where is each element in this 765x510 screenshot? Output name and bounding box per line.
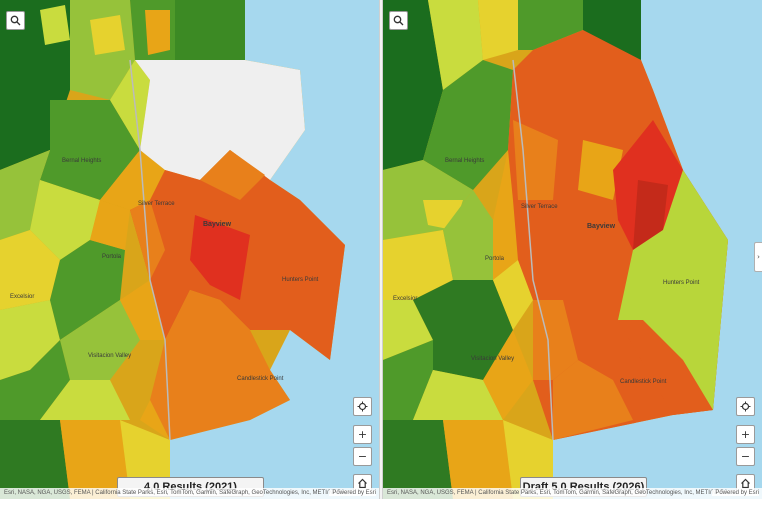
attribution-text: Esri, NASA, NGA, USGS, FEMA | California…	[4, 490, 354, 496]
locate-button[interactable]	[353, 397, 372, 416]
label-bernal-heights: Bernal Heights	[445, 158, 484, 164]
tract	[533, 300, 578, 380]
tract	[513, 120, 558, 200]
powered-by-esri[interactable]: Powered by Esri	[712, 490, 759, 496]
label-bayview: Bayview	[203, 221, 232, 228]
label-bernal-heights: Bernal Heights	[62, 158, 101, 164]
tract	[90, 15, 125, 55]
tract	[175, 0, 245, 60]
tract	[443, 420, 513, 499]
tract	[200, 150, 265, 200]
tract	[383, 420, 453, 499]
locate-icon	[357, 401, 368, 412]
attribution-bar: Esri, NASA, NGA, USGS, FEMA | California…	[383, 488, 762, 499]
tract	[443, 190, 493, 280]
tract	[383, 230, 453, 300]
label-candlestick-point: Candlestick Point	[237, 376, 284, 382]
home-icon	[358, 478, 367, 489]
powered-by-esri[interactable]: Powered by Esri	[329, 490, 376, 496]
panel-toggle-button[interactable]: ›	[754, 242, 762, 272]
search-icon	[393, 15, 404, 26]
tract	[0, 420, 70, 499]
minus-icon: −	[740, 450, 751, 463]
panel-divider[interactable]	[379, 0, 383, 499]
tract	[618, 170, 728, 410]
label-bayview: Bayview	[587, 223, 616, 230]
tract	[40, 380, 130, 420]
tract	[0, 230, 60, 310]
zoom-in-button[interactable]: +	[353, 425, 372, 444]
label-silver-terrace: Silver Terrace	[138, 201, 175, 207]
tract	[478, 0, 518, 60]
tract	[483, 330, 533, 420]
tract	[383, 340, 433, 420]
tract	[100, 150, 165, 210]
tract	[618, 320, 713, 415]
choropleth-map-2026[interactable]: Bernal Heights Silver Terrace Bayview Hu…	[383, 0, 762, 499]
tract	[0, 300, 60, 380]
search-icon	[10, 15, 21, 26]
tract	[30, 180, 100, 260]
tract	[40, 5, 70, 45]
tract	[0, 340, 70, 420]
tract	[553, 360, 633, 440]
label-candlestick-point: Candlestick Point	[620, 379, 667, 385]
bottom-strip	[0, 499, 765, 510]
locate-icon	[740, 401, 751, 412]
choropleth-map-2021[interactable]: Bernal Heights Silver Terrace Bayview Hu…	[0, 0, 379, 499]
zoom-out-button[interactable]: −	[736, 447, 755, 466]
label-hunters-point: Hunters Point	[663, 280, 700, 286]
tract	[140, 400, 170, 440]
tract	[60, 420, 130, 499]
attribution-text: Esri, NASA, NGA, USGS, FEMA | California…	[387, 490, 737, 496]
tract	[423, 60, 513, 190]
tract	[413, 370, 503, 420]
tract	[145, 10, 170, 55]
search-button[interactable]	[389, 11, 408, 30]
tract	[578, 140, 623, 200]
label-hunters-point: Hunters Point	[282, 277, 319, 283]
label-visitacion-valley: Visitacion Valley	[88, 353, 131, 359]
tract	[428, 0, 483, 90]
plus-icon: +	[357, 428, 368, 441]
zoom-in-button[interactable]: +	[736, 425, 755, 444]
tract	[383, 0, 443, 170]
highway-line	[129, 59, 171, 441]
label-excelsior: Excelsior	[10, 294, 34, 300]
search-button[interactable]	[6, 11, 25, 30]
map-panel-2026[interactable]: Bernal Heights Silver Terrace Bayview Hu…	[383, 0, 762, 499]
highway-line	[512, 59, 554, 441]
no-data-area	[135, 60, 305, 180]
zoom-out-button[interactable]: −	[353, 447, 372, 466]
tract	[50, 240, 125, 340]
attribution-bar: Esri, NASA, NGA, USGS, FEMA | California…	[0, 488, 379, 499]
label-excelsior: Excelsior	[393, 296, 417, 302]
tract-highest	[190, 215, 250, 300]
tract	[40, 100, 140, 200]
plus-icon: +	[740, 428, 751, 441]
tract	[493, 150, 518, 280]
home-icon	[741, 478, 750, 489]
minus-icon: −	[357, 450, 368, 463]
tract	[90, 200, 130, 250]
tract	[60, 300, 140, 380]
tract	[518, 0, 583, 50]
label-portola: Portola	[485, 256, 505, 262]
tract	[150, 290, 290, 440]
map-panel-2021[interactable]: Bernal Heights Silver Terrace Bayview Hu…	[0, 0, 379, 499]
tract	[413, 280, 513, 380]
label-visitacion-valley: Visitacion Valley	[471, 356, 514, 362]
tract	[110, 60, 150, 150]
chevron-right-icon: ›	[757, 253, 760, 261]
label-portola: Portola	[102, 254, 122, 260]
tract	[493, 260, 533, 330]
locate-button[interactable]	[736, 397, 755, 416]
tract	[0, 150, 50, 240]
label-silver-terrace: Silver Terrace	[521, 204, 558, 210]
